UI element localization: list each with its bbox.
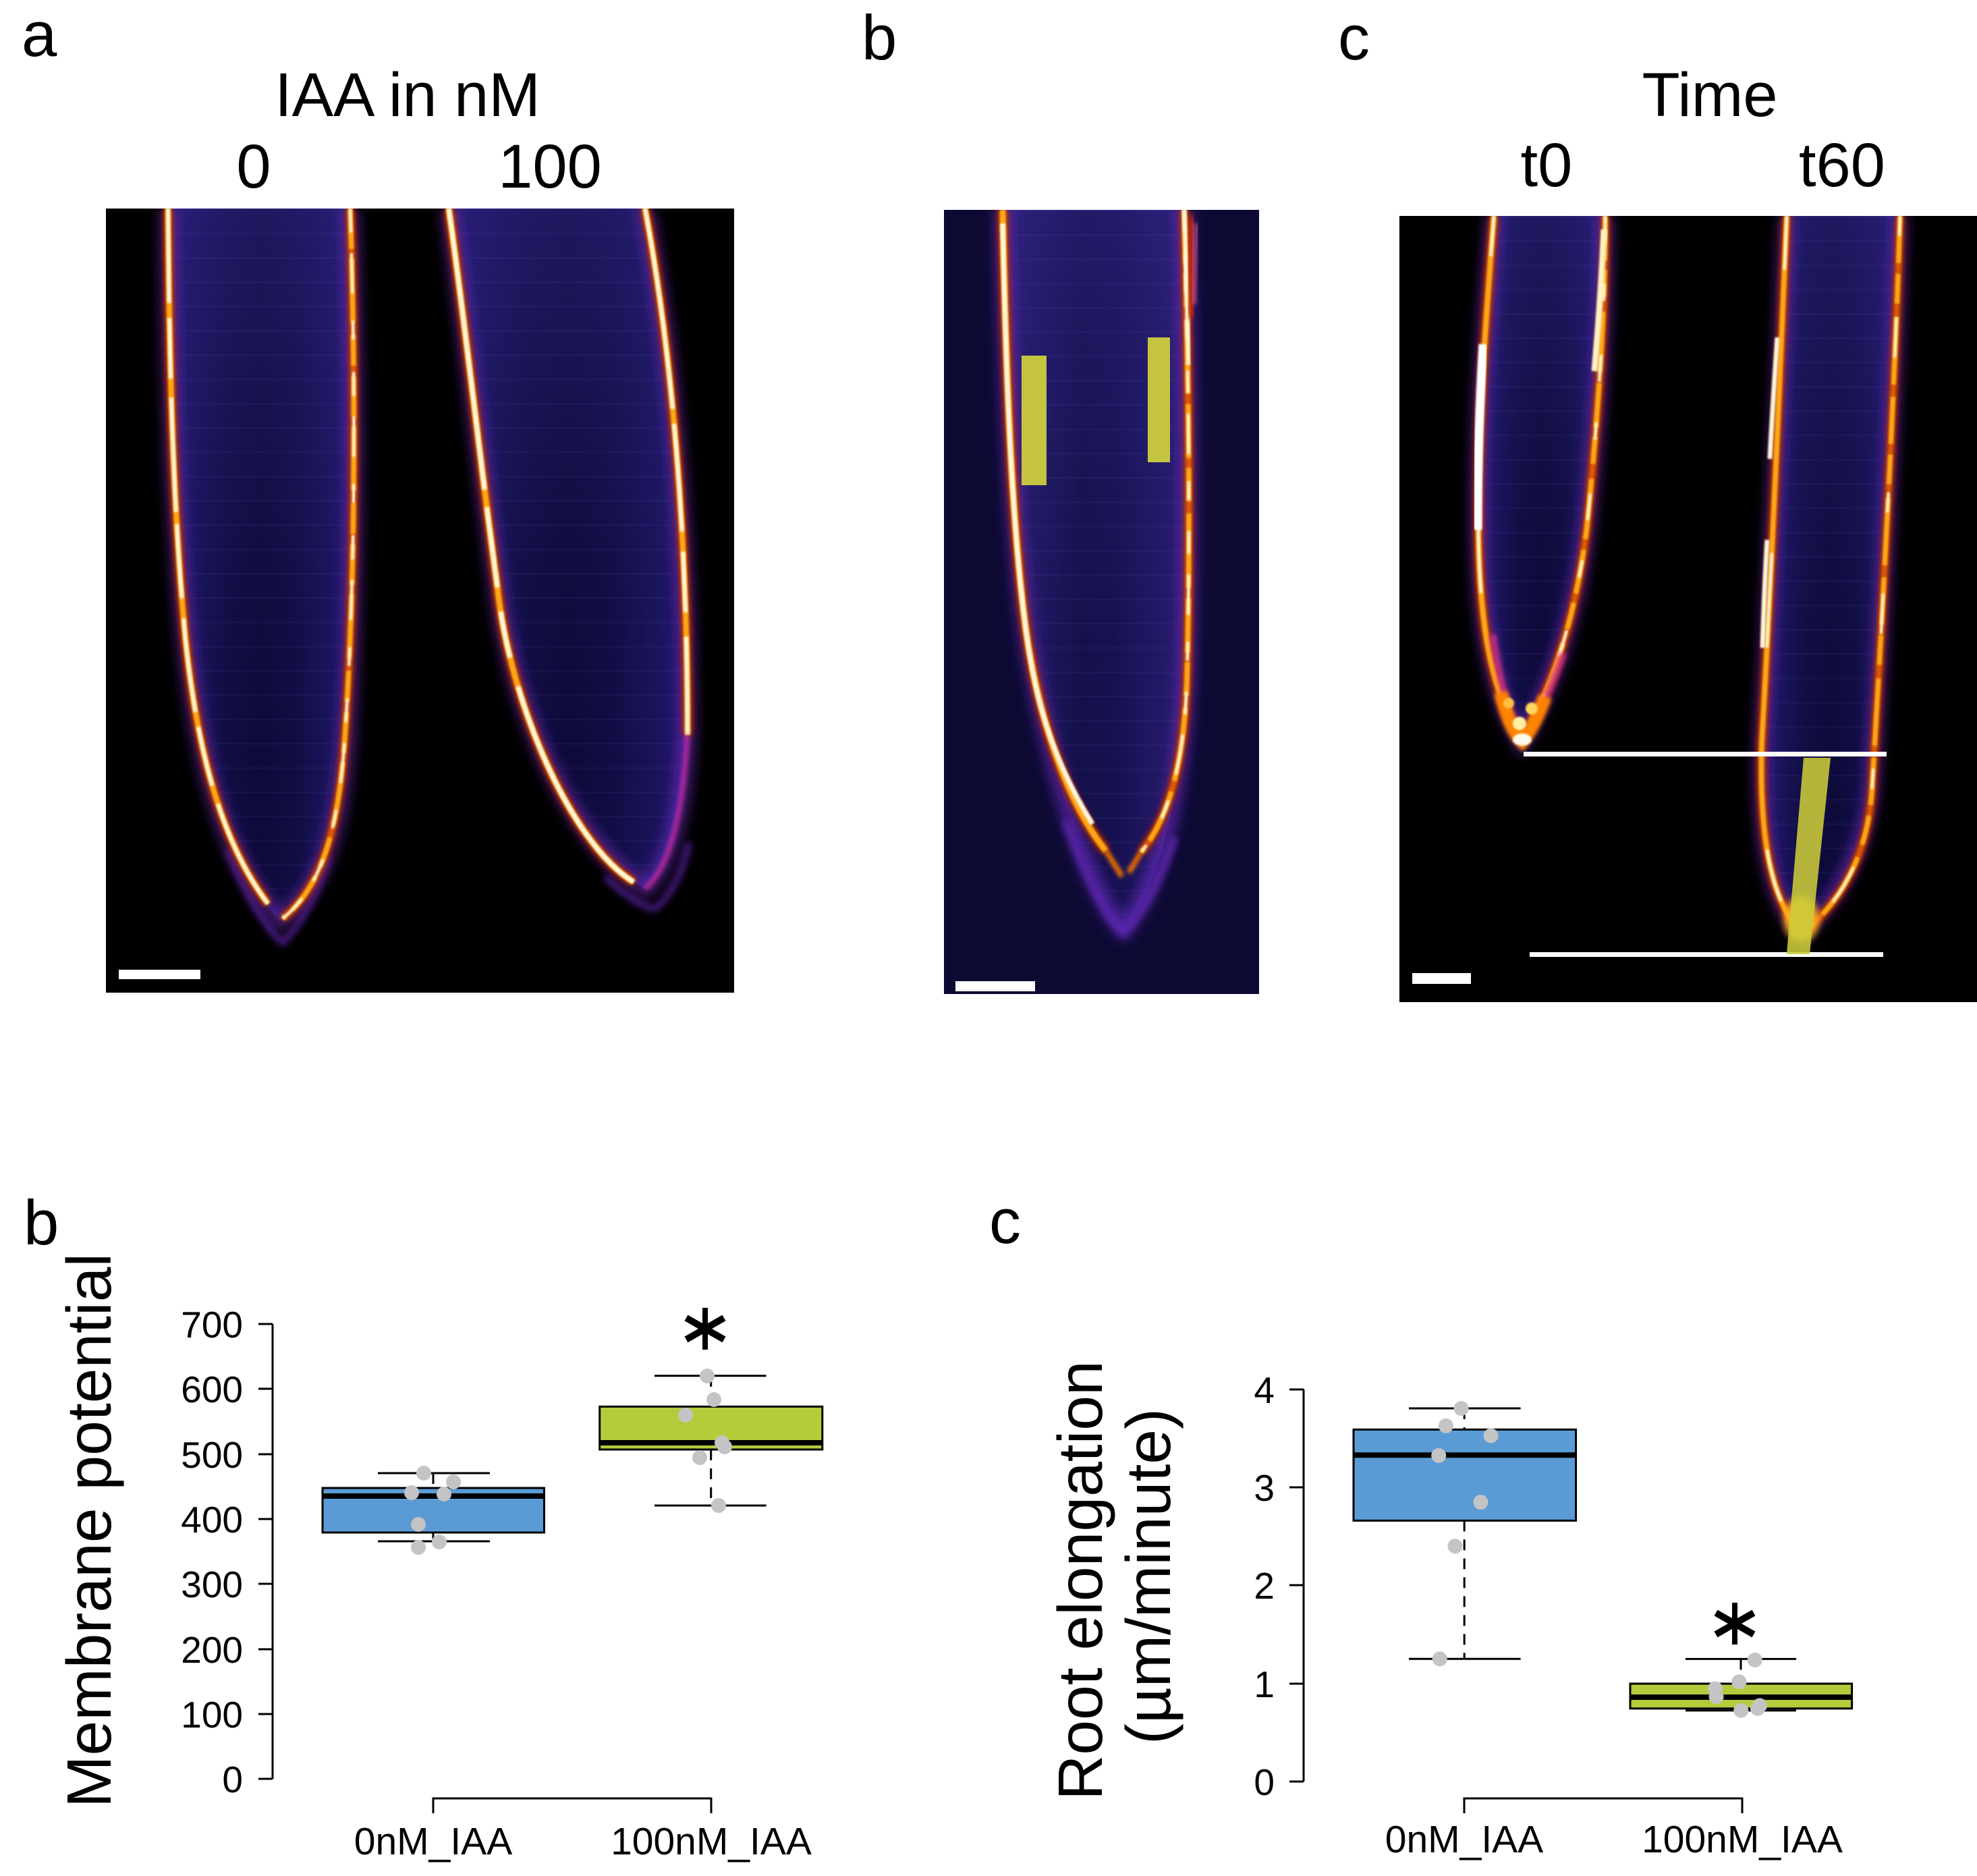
svg-text:b: b: [862, 2, 897, 73]
svg-text:t0: t0: [1521, 131, 1573, 200]
svg-text:0: 0: [1254, 1761, 1275, 1803]
svg-text:0nM_IAA: 0nM_IAA: [354, 1820, 512, 1863]
svg-text:c: c: [1338, 2, 1370, 73]
svg-text:500: 500: [181, 1434, 243, 1476]
svg-text:Membrane potential: Membrane potential: [54, 1253, 124, 1808]
svg-text:100: 100: [181, 1694, 243, 1736]
svg-text:0: 0: [236, 132, 271, 201]
svg-text:600: 600: [181, 1369, 243, 1410]
svg-text:200: 200: [181, 1629, 243, 1671]
svg-text:t60: t60: [1799, 131, 1885, 200]
svg-text:b: b: [24, 1187, 59, 1258]
svg-text:100nM_IAA: 100nM_IAA: [611, 1820, 812, 1863]
svg-text:700: 700: [181, 1304, 243, 1346]
svg-text:c: c: [989, 1186, 1021, 1257]
svg-text:1: 1: [1254, 1663, 1275, 1705]
svg-text:(µm/minute): (µm/minute): [1113, 1408, 1184, 1744]
svg-text:0nM_IAA: 0nM_IAA: [1385, 1818, 1543, 1861]
svg-text:300: 300: [181, 1564, 243, 1605]
svg-text:Root elongation: Root elongation: [1045, 1360, 1115, 1800]
svg-text:0: 0: [222, 1759, 243, 1800]
svg-text:100nM_IAA: 100nM_IAA: [1642, 1818, 1843, 1861]
svg-text:3: 3: [1254, 1467, 1275, 1509]
svg-text:a: a: [22, 0, 57, 70]
svg-text:2: 2: [1254, 1565, 1275, 1607]
svg-text:400: 400: [181, 1499, 243, 1541]
svg-text:Time: Time: [1642, 61, 1777, 130]
svg-text:4: 4: [1254, 1369, 1275, 1411]
svg-text:100: 100: [498, 132, 602, 201]
svg-text:IAA in nM: IAA in nM: [275, 61, 540, 130]
